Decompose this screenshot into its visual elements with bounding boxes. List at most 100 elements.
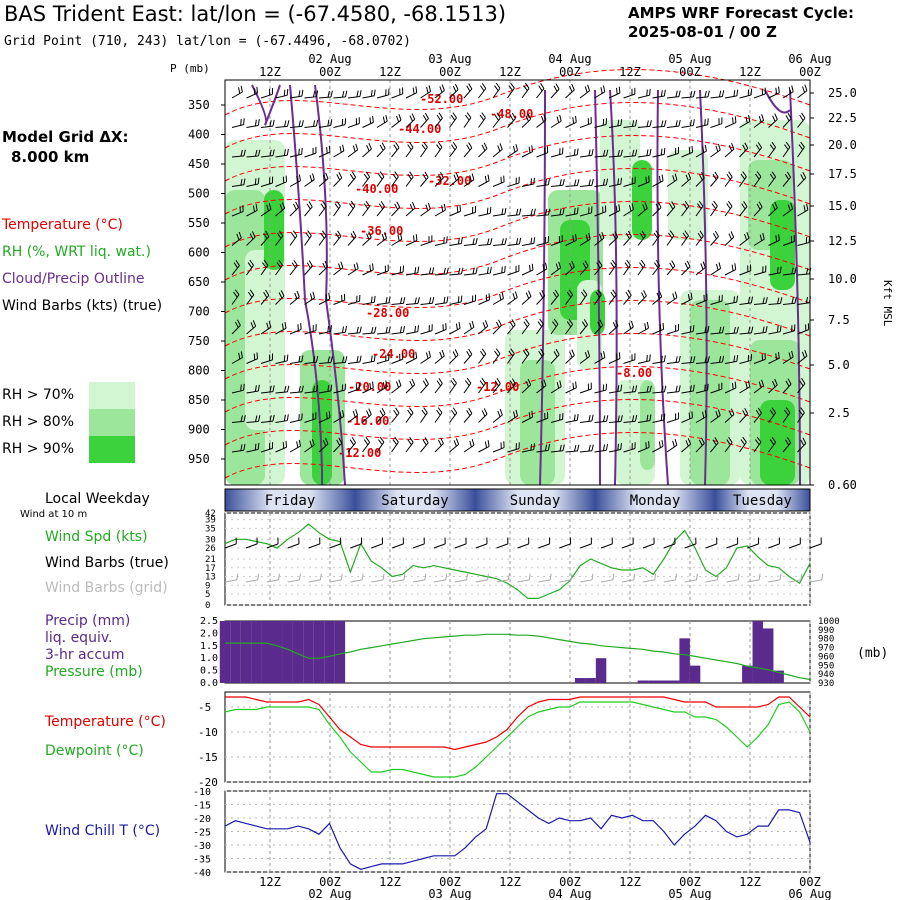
wind-barb — [536, 379, 547, 394]
wind-barb-10m — [642, 537, 655, 549]
precip-bar — [219, 621, 231, 683]
height-tick-label: 0.60 — [828, 478, 857, 492]
wind-barb — [579, 350, 591, 364]
wind-barb — [623, 230, 632, 246]
wind-barb — [391, 114, 402, 128]
precip-bar — [679, 638, 690, 683]
wind-barb — [521, 263, 534, 276]
wind-barb — [652, 120, 667, 128]
wind-barb — [637, 354, 651, 364]
wind-barb — [782, 202, 794, 217]
wind-barb — [521, 208, 536, 217]
wind-barb — [376, 380, 388, 394]
wind-barb — [594, 149, 609, 158]
wind-barb — [739, 354, 753, 364]
precip-ytick-label: 2.5 — [200, 616, 218, 627]
wind-barb — [608, 384, 623, 394]
wind-barb — [521, 348, 530, 364]
bottom-hour-label: 12Z — [619, 875, 641, 889]
wind-barb — [347, 382, 360, 394]
wind-barb — [318, 292, 331, 305]
rh-swatch-70 — [89, 382, 135, 409]
wind-barb-grid — [475, 573, 489, 583]
wind-barb — [463, 294, 477, 305]
wind-barb — [637, 290, 647, 305]
wind-barb-grid — [789, 573, 803, 583]
precip-bar — [282, 621, 293, 683]
pressure-ytick-label: 960 — [818, 652, 834, 662]
wind-barb — [391, 201, 401, 217]
wind-barb — [434, 437, 444, 453]
wind-barb — [246, 86, 258, 99]
height-tick-label: 22.5 — [828, 111, 857, 125]
wind-barb — [405, 351, 418, 364]
wind-barb — [579, 206, 593, 217]
wind-barb — [391, 87, 404, 99]
wind-barb — [478, 207, 492, 217]
cloud-outline — [656, 89, 669, 486]
wind-barb — [434, 296, 449, 305]
wind-barb — [565, 179, 580, 187]
wind-barb — [507, 442, 520, 453]
wind-barb — [376, 436, 385, 453]
legend-wind-barbs: Wind Barbs (kts) (true) — [2, 298, 163, 314]
cross-section-frame — [224, 79, 811, 486]
wind-barb — [695, 356, 710, 364]
wind-barb — [362, 354, 376, 364]
forecast-cycle: AMPS WRF Forecast Cycle: 2025-08-01 / 00… — [628, 4, 854, 42]
wind-barb — [391, 379, 402, 394]
bottom-hour-label: 12Z — [499, 875, 521, 889]
wind-barb — [753, 114, 765, 128]
legend-pressure: Pressure (mb) — [45, 664, 143, 680]
rh-shade — [245, 250, 275, 430]
pressure-ytick-label: 990 — [818, 626, 834, 636]
wind-barb — [724, 263, 737, 276]
wind-10m-label: Wind at 10 m — [20, 509, 88, 520]
temperature-contour — [224, 102, 811, 149]
wind-barb — [492, 112, 501, 128]
wind-barb — [463, 142, 473, 158]
wind-barb — [565, 260, 575, 276]
wind-barb — [463, 173, 475, 187]
wind-barb — [565, 83, 575, 99]
wind-barb-10m — [391, 537, 404, 549]
bottom-hour-label: 00Z — [799, 875, 821, 889]
wind-barb — [608, 443, 622, 453]
wind-barb — [652, 439, 664, 453]
wind-barb — [449, 438, 460, 453]
wind-barb — [362, 171, 371, 187]
wind-barb — [463, 348, 473, 364]
temp-ytick-label: -20 — [198, 776, 218, 789]
wind-barb — [478, 238, 493, 246]
wind-barb — [260, 442, 274, 453]
wind-barb — [536, 83, 545, 99]
wind-barb — [463, 377, 472, 394]
wind-barb — [565, 233, 577, 246]
wind-barb — [362, 436, 371, 453]
wind-barb — [347, 326, 362, 335]
wind-barb — [565, 349, 575, 364]
precip-bar — [272, 621, 283, 683]
wind-barb — [275, 414, 289, 423]
wind-barb — [246, 384, 260, 394]
wind-barb — [260, 320, 272, 335]
wind-barb-grid — [642, 573, 657, 583]
wind-barb-10m — [308, 537, 321, 549]
wind-barb-10m — [224, 537, 237, 549]
wind-barb — [637, 321, 649, 335]
wind-barb — [710, 326, 725, 335]
wind-barb-10m — [517, 537, 530, 549]
wind-barb — [652, 322, 665, 335]
wind-barb — [666, 119, 681, 128]
wind-barb — [768, 325, 782, 335]
temperature-contour — [224, 366, 811, 413]
legend-wind-speed: Wind Spd (kts) — [45, 529, 148, 545]
wind-barb — [449, 267, 464, 276]
wind-barb — [753, 232, 765, 246]
wind-barb — [246, 177, 260, 187]
height-tick-label: 25.0 — [828, 86, 857, 100]
wind-barb — [289, 120, 304, 128]
wind-barb — [420, 141, 428, 158]
wind-barb — [333, 200, 341, 217]
wind-barb-grid — [371, 573, 385, 583]
